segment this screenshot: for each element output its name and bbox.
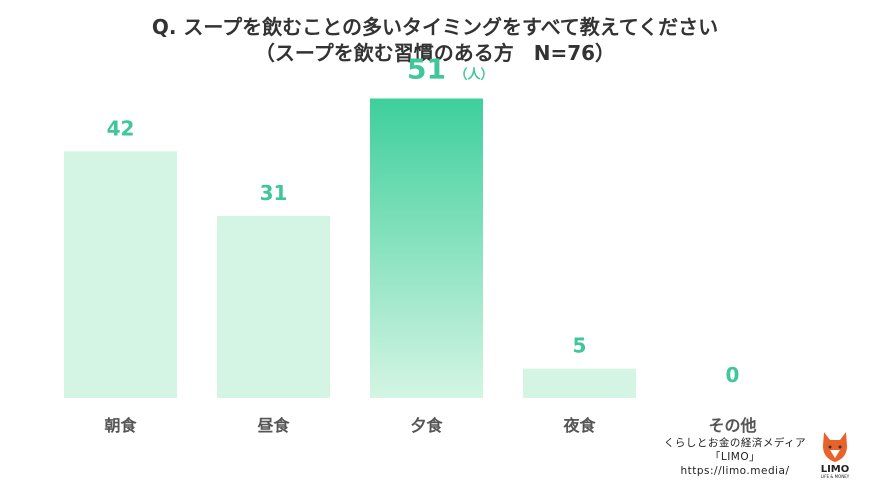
brand-url: https://limo.media/ [680,465,790,477]
chart-title-line-2: （スープを飲む習慣のある方 N=76） [254,41,616,65]
value-labels-group: 42 31 51 5 0 [107,52,740,387]
unit-label: （人） [455,66,494,82]
brand-block: くらしとお金の経済メディア 「LIMO」 https://limo.media/ [650,436,820,478]
value-label-0: 42 [107,116,135,140]
bar-3 [523,368,636,398]
bars-group [64,98,636,398]
value-label-4: 0 [726,363,740,387]
brand-tagline: くらしとお金の経済メディア [663,437,807,449]
bar-0 [64,151,177,398]
chart-title-line-1: Q. スープを飲むことの多いタイミングをすべて教えてください [151,15,719,39]
bar-2 [370,98,483,398]
value-label-2: 51 [407,52,446,85]
category-label-1: 昼食 [256,416,290,435]
fox-logo-icon: LIMO LIFE & MONEY [821,432,850,479]
category-labels-group: 朝食 昼食 夕食 夜食 その他 [104,416,756,435]
category-label-2: 夕食 [410,416,443,435]
chart-title: Q. スープを飲むことの多いタイミングをすべて教えてください （スープを飲む習慣… [0,14,870,66]
bar-1 [217,215,330,398]
category-label-3: 夜食 [562,416,596,435]
brand-name: 「LIMO」 [709,451,761,463]
logo-subtext: LIFE & MONEY [821,474,850,479]
value-label-1: 31 [260,181,288,205]
category-label-4: その他 [708,416,756,435]
value-label-3: 5 [573,334,587,358]
logo-text: LIMO [821,464,850,475]
category-label-0: 朝食 [104,416,137,435]
